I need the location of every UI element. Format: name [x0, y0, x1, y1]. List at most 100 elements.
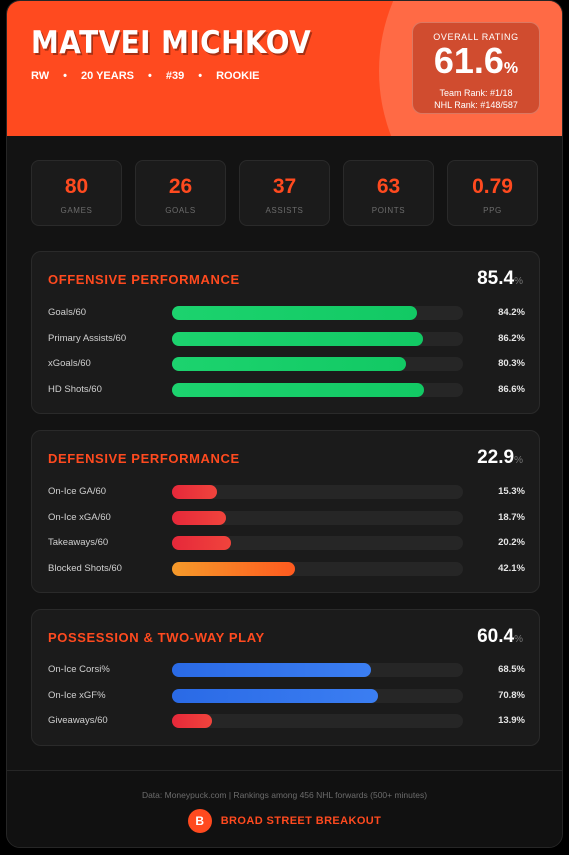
metric-row: On-Ice Corsi% 68.5%: [48, 662, 525, 678]
metric-value: 18.7%: [498, 512, 525, 523]
metric-bar-fill: [172, 663, 372, 677]
player-meta: RW • 20 YEARS • #39 • ROOKIE: [31, 70, 259, 82]
overall-rating-number: 61.6: [433, 40, 504, 81]
overall-rating-unit: %: [503, 60, 519, 77]
stat-ppg: 0.79 PPG: [447, 160, 538, 226]
metric-bar-track: [172, 485, 463, 499]
stat-points: 63 POINTS: [343, 160, 434, 226]
stat-assists: 37 ASSISTS: [239, 160, 330, 226]
metric-row: On-Ice xGA/60 18.7%: [48, 510, 525, 526]
section-score-unit: %: [514, 276, 523, 287]
stat-goals: 26 GOALS: [135, 160, 226, 226]
metric-value: 15.3%: [498, 486, 525, 497]
metric-row: On-Ice xGF% 70.8%: [48, 688, 525, 704]
section-score-value: 60.4: [477, 626, 515, 647]
nhl-rank: NHL Rank: #148/587: [434, 100, 518, 110]
overall-rating-label: OVERALL RATING: [433, 32, 519, 42]
metric-label: On-Ice xGF%: [48, 690, 106, 701]
metric-bar-track: [172, 511, 463, 525]
player-age: 20 YEARS: [81, 70, 134, 82]
stat-value: 0.79: [472, 175, 513, 198]
metric-bar-fill: [172, 562, 295, 576]
player-name: MATVEI MICHKOV: [31, 25, 312, 61]
metric-bar-fill: [172, 332, 423, 346]
section-title: OFFENSIVE PERFORMANCE: [48, 272, 240, 287]
metric-bar-fill: [172, 511, 227, 525]
metric-bar-track: [172, 332, 463, 346]
data-source-note: Data: Moneypuck.com | Rankings among 456…: [141, 790, 428, 800]
metric-bar-track: [172, 663, 463, 677]
metric-label: Primary Assists/60: [48, 333, 127, 344]
metric-label: HD Shots/60: [48, 384, 102, 395]
metric-row: Blocked Shots/60 42.1%: [48, 561, 525, 577]
metric-bar-fill: [172, 383, 424, 397]
section-score-unit: %: [514, 455, 523, 466]
player-number: #39: [165, 70, 185, 82]
metric-label: Blocked Shots/60: [48, 563, 122, 574]
metric-bar-fill: [172, 689, 379, 703]
metric-bar-fill: [172, 485, 217, 499]
metric-value: 68.5%: [498, 664, 525, 675]
metric-value: 13.9%: [498, 715, 525, 726]
brand-name: BROAD STREET BREAKOUT: [220, 815, 382, 827]
metric-bar-track: [172, 536, 463, 550]
metric-bar-track: [172, 714, 463, 728]
metric-value: 84.2%: [498, 307, 525, 318]
metric-row: Giveaways/60 13.9%: [48, 713, 525, 729]
metric-value: 42.1%: [498, 563, 525, 574]
team-rank: Team Rank: #1/18: [439, 88, 513, 98]
metric-label: On-Ice Corsi%: [48, 664, 110, 675]
overall-rating-value: 61.6%: [413, 43, 539, 87]
player-status: ROOKIE: [216, 70, 260, 82]
metric-row: xGoals/60 80.3%: [48, 356, 525, 372]
metric-row: Primary Assists/60 86.2%: [48, 331, 525, 347]
stat-label: POINTS: [371, 206, 406, 215]
metric-row: Goals/60 84.2%: [48, 305, 525, 321]
metric-bar-fill: [172, 306, 418, 320]
section-offensive: OFFENSIVE PERFORMANCE 85.4% Goals/60 84.…: [31, 251, 540, 414]
metric-row: Takeaways/60 20.2%: [48, 535, 525, 551]
section-score: 22.9%: [477, 447, 523, 469]
section-possession: POSSESSION & TWO-WAY PLAY 60.4% On-Ice C…: [31, 609, 540, 746]
brand: B BROAD STREET BREAKOUT: [7, 809, 562, 833]
section-score-value: 85.4: [477, 268, 515, 289]
separator-dot: •: [198, 70, 203, 82]
metric-bar-fill: [172, 714, 213, 728]
metric-value: 86.2%: [498, 333, 525, 344]
metric-label: Takeaways/60: [48, 537, 109, 548]
section-score-unit: %: [514, 634, 523, 645]
metric-bar-fill: [172, 536, 231, 550]
metric-value: 80.3%: [498, 358, 525, 369]
overall-rating-box: OVERALL RATING 61.6% Team Rank: #1/18 NH…: [412, 22, 540, 114]
metric-bar-track: [172, 562, 463, 576]
stat-label: PPG: [483, 206, 502, 215]
stat-games: 80 GAMES: [31, 160, 122, 226]
metric-bar-fill: [172, 357, 406, 371]
metric-value: 70.8%: [498, 690, 525, 701]
section-defensive: DEFENSIVE PERFORMANCE 22.9% On-Ice GA/60…: [31, 430, 540, 593]
metric-label: On-Ice GA/60: [48, 486, 107, 497]
metric-label: On-Ice xGA/60: [48, 512, 111, 523]
metric-label: Giveaways/60: [48, 715, 108, 726]
section-score-value: 22.9: [477, 447, 515, 468]
stat-value: 37: [272, 175, 297, 198]
stat-value: 63: [376, 175, 401, 198]
section-score: 60.4%: [477, 626, 523, 648]
stat-label: GOALS: [165, 206, 196, 215]
stats-row: 80 GAMES 26 GOALS 37 ASSISTS 63 POINTS 0…: [31, 160, 538, 226]
card-footer: Data: Moneypuck.com | Rankings among 456…: [7, 770, 562, 847]
metric-row: HD Shots/60 86.6%: [48, 382, 525, 398]
stat-value: 80: [64, 175, 89, 198]
stat-label: GAMES: [60, 206, 93, 215]
metric-bar-track: [172, 306, 463, 320]
metric-value: 20.2%: [498, 537, 525, 548]
metric-label: Goals/60: [48, 307, 87, 318]
stat-value: 26: [168, 175, 193, 198]
metric-value: 86.6%: [498, 384, 525, 395]
stat-label: ASSISTS: [265, 206, 304, 215]
player-card: MATVEI MICHKOV RW • 20 YEARS • #39 • ROO…: [6, 0, 563, 848]
metric-bar-track: [172, 689, 463, 703]
metric-row: On-Ice GA/60 15.3%: [48, 484, 525, 500]
separator-dot: •: [63, 70, 67, 82]
metric-bar-track: [172, 383, 463, 397]
